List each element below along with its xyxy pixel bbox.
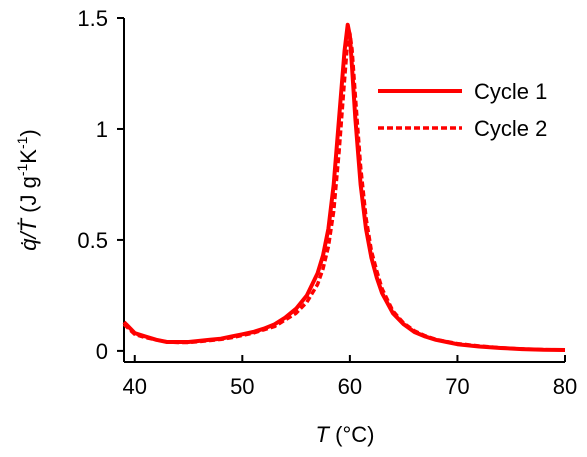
x-tick-label-70: 70 [445, 374, 469, 399]
y-axis-label-unit-prefix: (J g [16, 176, 41, 219]
series-line-cycle-1 [122, 22, 566, 352]
x-tick-label-80: 80 [553, 374, 577, 399]
x-axis-label-var: T [316, 422, 331, 447]
plot-area: 40 50 60 70 80 0 0.5 1 1.5 [77, 6, 577, 399]
y-axis-label-var: q̇/Ṫ [16, 217, 41, 250]
x-tick-label-60: 60 [338, 374, 362, 399]
legend-label-cycle-1: Cycle 1 [474, 79, 547, 104]
x-tick-label-40: 40 [123, 374, 147, 399]
x-ticks: 40 50 60 70 80 [123, 355, 577, 399]
y-tick-label-1: 1 [96, 117, 108, 142]
y-tick-label-1.5: 1.5 [77, 6, 108, 31]
y-ticks: 0 0.5 1 1.5 [77, 6, 124, 364]
x-axis-label-unit: (°C) [329, 422, 374, 447]
y-axis-label: q̇/Ṫ (J g-1K-1) [14, 129, 41, 251]
legend: Cycle 1 Cycle 2 [378, 79, 547, 141]
y-tick-label-0: 0 [96, 339, 108, 364]
series-line-cycle-2 [122, 31, 566, 352]
series-group [122, 22, 566, 352]
y-axis-label-exp-2: -1 [14, 136, 30, 149]
y-axis-label-unit-mid: K [16, 149, 41, 164]
y-axis-label-exp-1: -1 [14, 164, 30, 177]
y-axis-label-unit-suffix: ) [16, 129, 41, 136]
x-axis-label: T (°C) [316, 422, 375, 447]
y-tick-label-0.5: 0.5 [77, 228, 108, 253]
legend-label-cycle-2: Cycle 2 [474, 116, 547, 141]
x-tick-label-50: 50 [230, 374, 254, 399]
